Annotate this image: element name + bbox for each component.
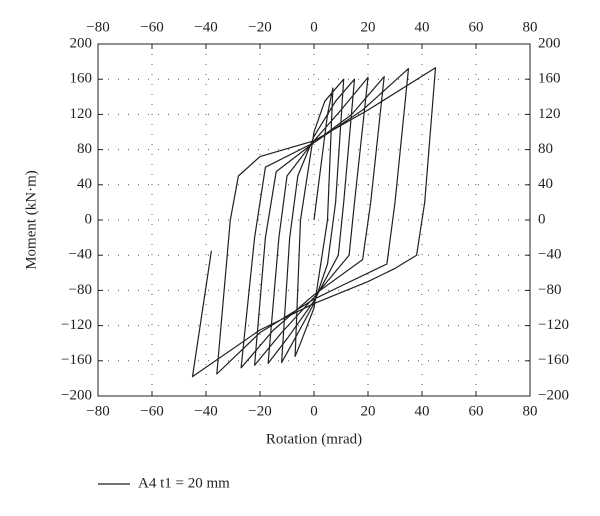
y-tick-label-right: 80 — [538, 141, 553, 157]
x-tick-label: 80 — [523, 403, 538, 419]
x-tick-label: −80 — [86, 403, 109, 419]
y-axis-label: Moment (kN·m) — [23, 170, 39, 270]
y-tick-label: −80 — [69, 282, 92, 298]
y-tick-label: 40 — [77, 176, 92, 192]
y-tick-label-right: −200 — [538, 387, 569, 403]
y-tick-label-right: −40 — [538, 247, 561, 263]
x-tick-label: −60 — [140, 403, 163, 419]
x-tick-label: −20 — [248, 403, 271, 419]
x-axis-label: Rotation (mrad) — [266, 431, 362, 447]
y-tick-label-right: 160 — [538, 71, 561, 87]
x-tick-label-top: −80 — [86, 19, 109, 35]
x-tick-label-top: 0 — [310, 19, 318, 35]
y-tick-label: 200 — [70, 35, 93, 51]
x-tick-label: 60 — [469, 403, 484, 419]
y-tick-label-right: 40 — [538, 176, 553, 192]
x-tick-label-top: 20 — [361, 19, 376, 35]
y-tick-label: −160 — [61, 352, 92, 368]
y-tick-label-right: −80 — [538, 282, 561, 298]
y-tick-label: 120 — [70, 106, 93, 122]
x-tick-label-top: −20 — [248, 19, 271, 35]
y-tick-label: 160 — [70, 71, 93, 87]
y-tick-label-right: −160 — [538, 352, 569, 368]
x-tick-label-top: 80 — [523, 19, 538, 35]
x-tick-label-top: −40 — [194, 19, 217, 35]
plot-frame — [97, 43, 531, 397]
y-tick-label: −40 — [69, 247, 92, 263]
y-tick-label-right: −120 — [538, 317, 569, 333]
x-tick-label: −40 — [194, 403, 217, 419]
y-tick-label: 80 — [77, 141, 92, 157]
y-tick-label: −120 — [61, 317, 92, 333]
x-tick-label-top: 60 — [469, 19, 484, 35]
y-tick-label: −200 — [61, 387, 92, 403]
x-tick-label: 40 — [415, 403, 430, 419]
hysteresis-line — [191, 67, 437, 378]
x-tick-label-top: −60 — [140, 19, 163, 35]
y-tick-label: 0 — [85, 211, 93, 227]
y-tick-label-right: 120 — [538, 106, 561, 122]
legend-label: A4 t1 = 20 mm — [138, 475, 230, 491]
x-tick-label-top: 40 — [415, 19, 430, 35]
y-tick-label-right: 0 — [538, 211, 546, 227]
y-tick-label-right: 200 — [538, 35, 561, 51]
x-tick-label: 0 — [310, 403, 318, 419]
x-tick-label: 20 — [361, 403, 376, 419]
